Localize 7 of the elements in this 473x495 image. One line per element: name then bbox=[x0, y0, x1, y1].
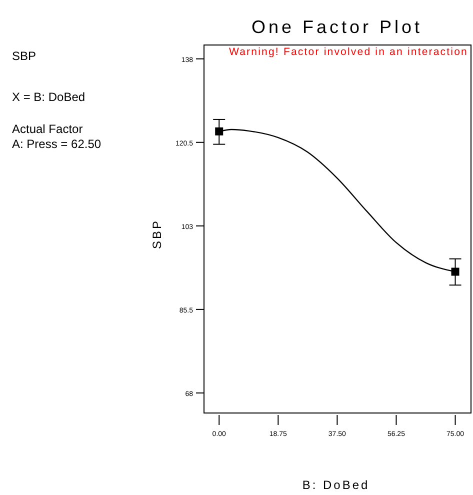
chart-title: One Factor Plot bbox=[251, 17, 423, 37]
y-axis-title: SBP bbox=[150, 218, 164, 250]
x-axis-title: B: DoBed bbox=[302, 478, 370, 492]
text: X = B: DoBed bbox=[12, 90, 86, 104]
text: SBP bbox=[12, 49, 36, 63]
text: Actual Factor A: Press = 62.50 bbox=[12, 122, 102, 151]
chart-subtitle: Warning! Factor involved in an interaction bbox=[229, 46, 468, 58]
